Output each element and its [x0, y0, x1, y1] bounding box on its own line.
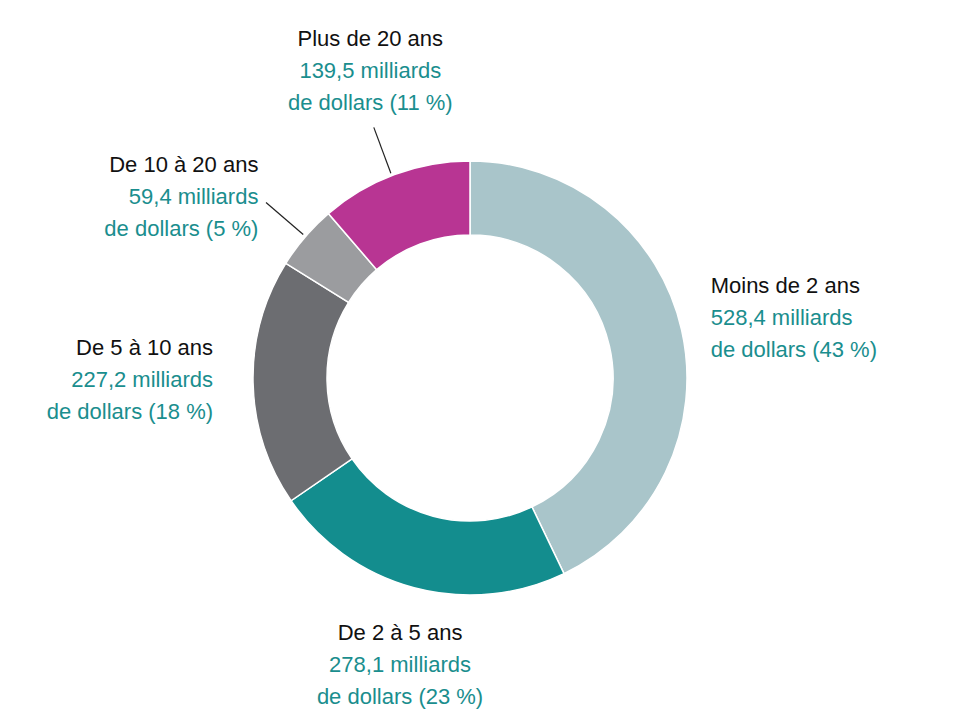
svg-text:De 10 à 20 ans59,4 milliardsde: De 10 à 20 ans59,4 milliardsde dollars (… — [104, 152, 258, 241]
svg-text:Plus de 20 ans139,5 milliardsd: Plus de 20 ans139,5 milliardsde dollars … — [288, 26, 453, 115]
svg-text:Moins de 2 ans528,4 milliardsd: Moins de 2 ans528,4 milliardsde dollars … — [711, 273, 877, 362]
svg-text:De 2 à 5 ans278,1 milliardsde: De 2 à 5 ans278,1 milliardsde dollars (2… — [317, 620, 483, 709]
svg-text:De 5 à 10 ans227,2 milliardsde: De 5 à 10 ans227,2 milliardsde dollars (… — [47, 335, 213, 424]
